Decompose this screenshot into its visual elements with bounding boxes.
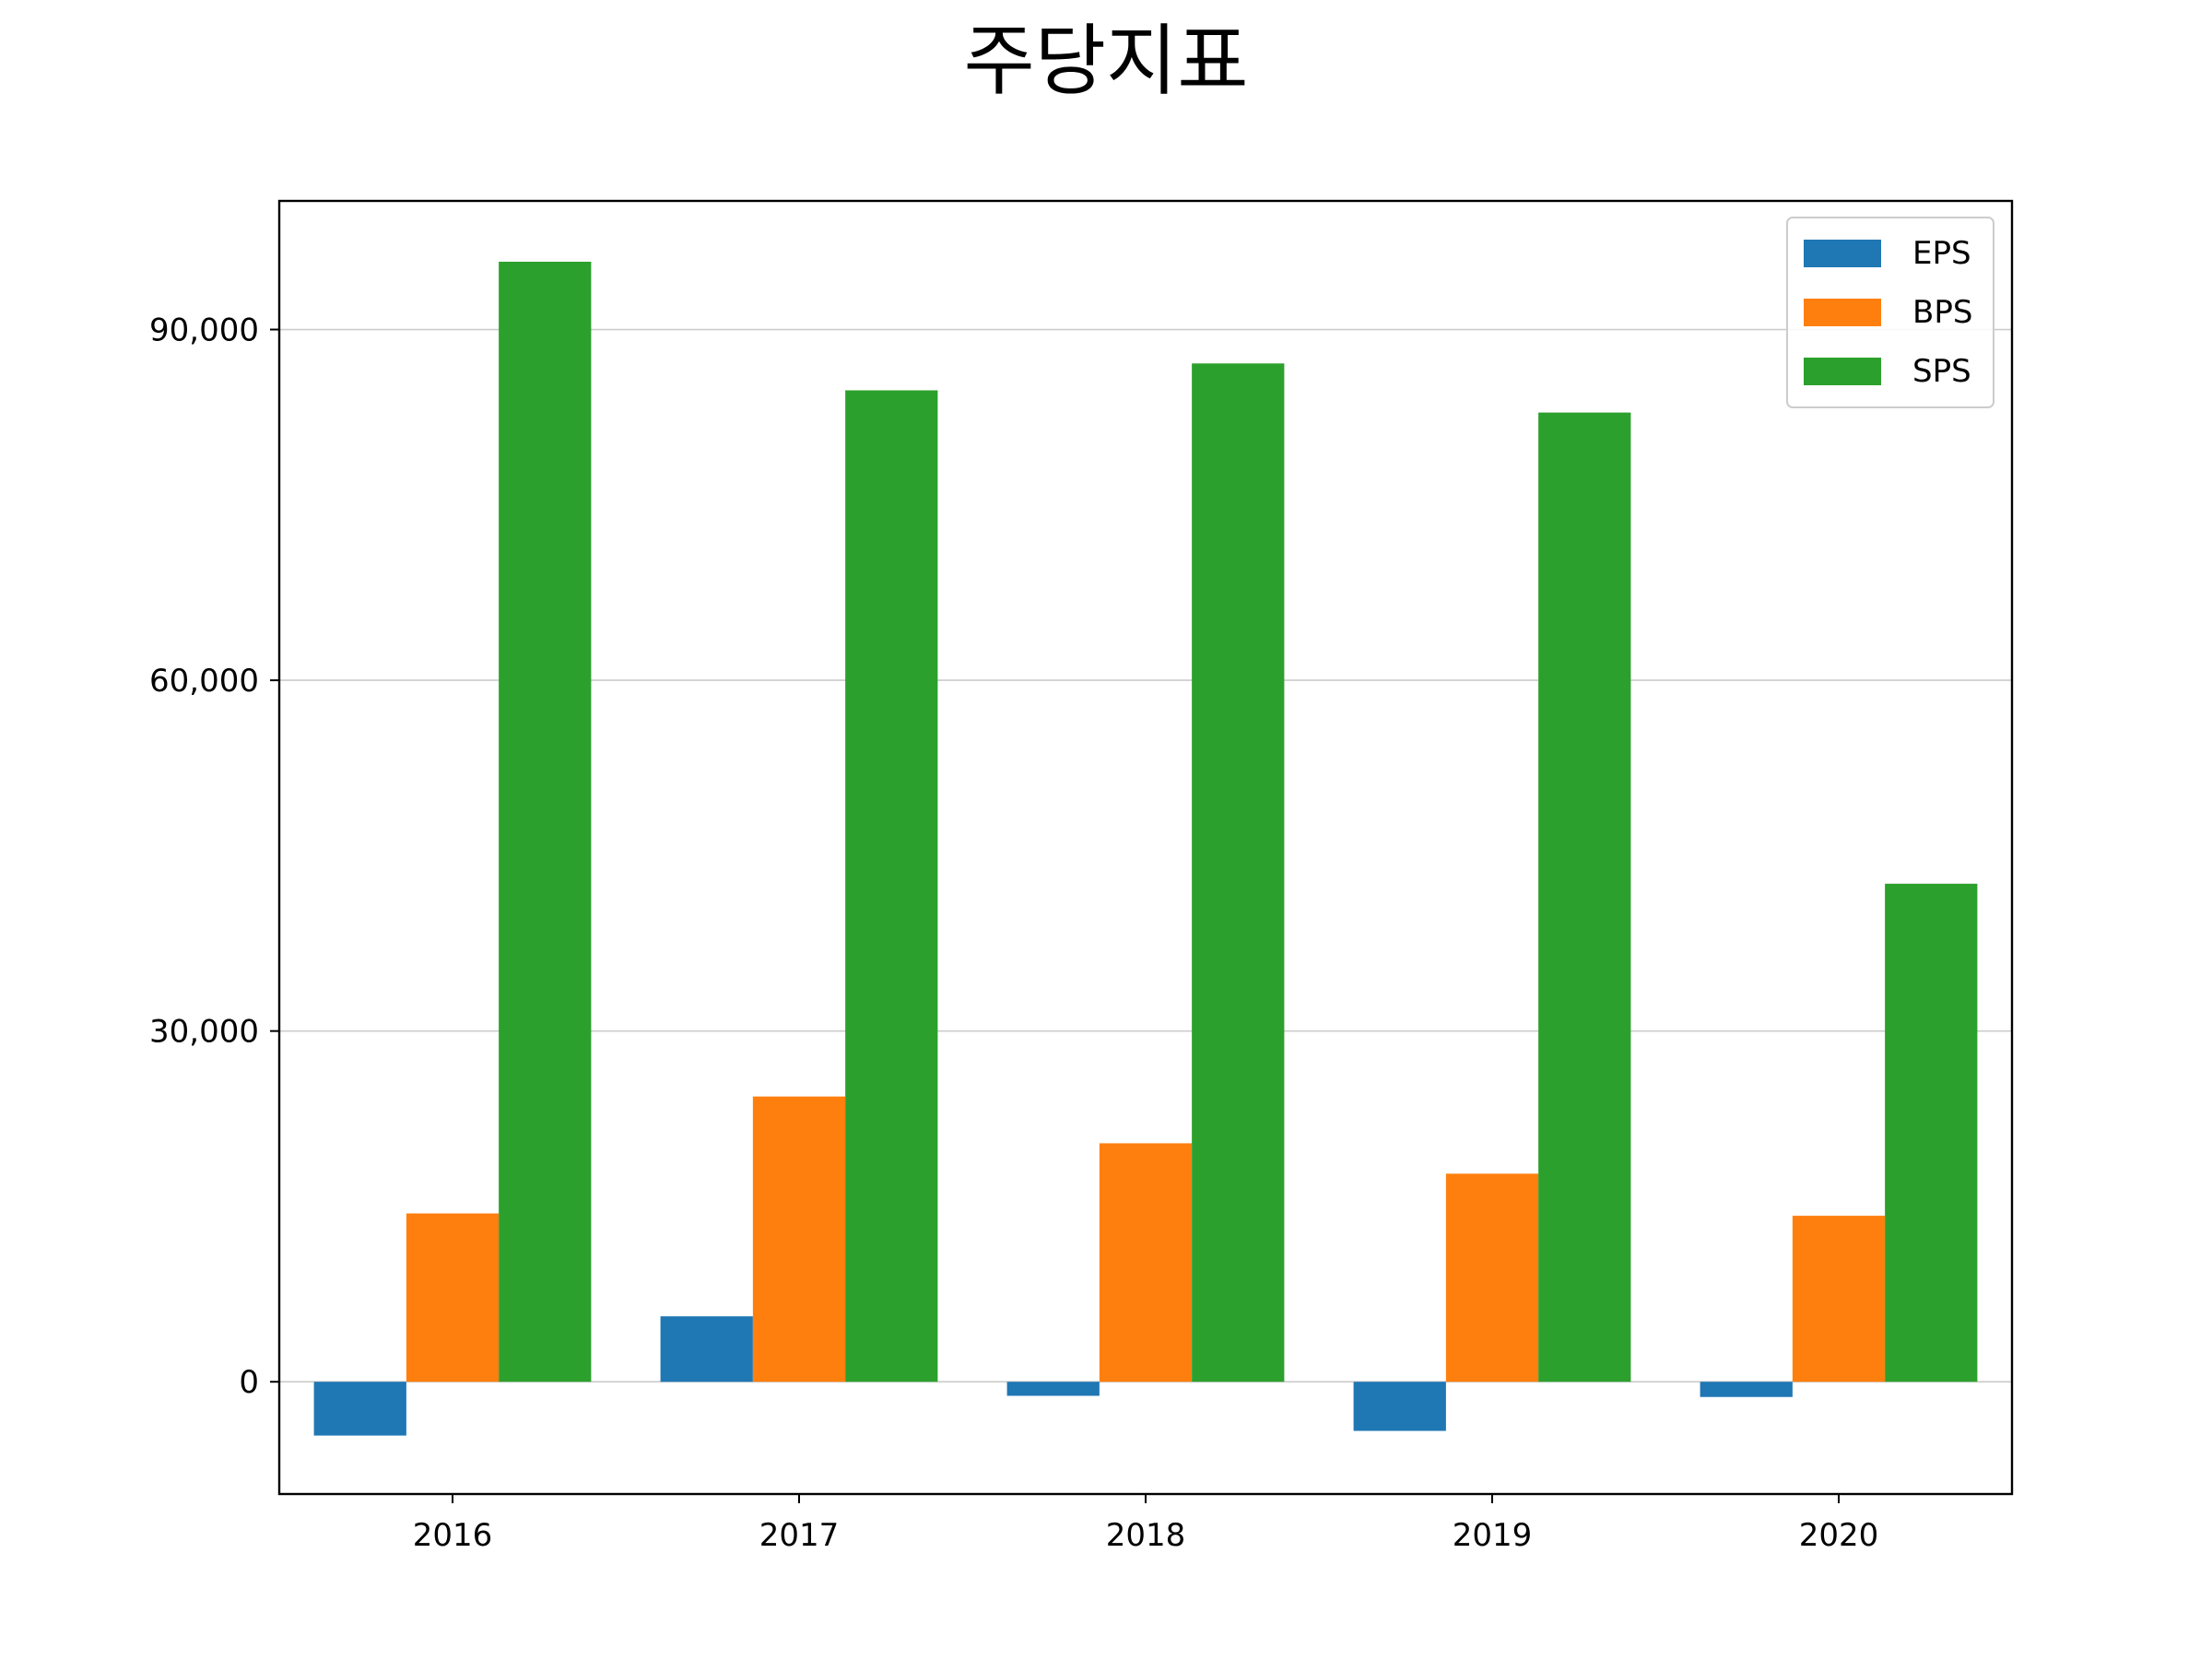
x-tick-label: 2017: [759, 1517, 840, 1554]
y-tick-label: 90,000: [149, 312, 259, 349]
bar-eps-2020: [1700, 1382, 1793, 1397]
x-axis: 2016 2017 2018 2019 2020: [413, 1494, 1879, 1554]
bar-bps-2016: [406, 1213, 500, 1382]
bar-eps-2019: [1353, 1382, 1446, 1431]
legend-swatch-sps: [1804, 358, 1881, 385]
x-tick-label: 2016: [413, 1517, 493, 1554]
legend-label-bps: BPS: [1912, 294, 1972, 331]
bar-bps-2020: [1792, 1216, 1886, 1382]
y-tick-label: 0: [239, 1364, 259, 1401]
bar-eps-2018: [1006, 1382, 1100, 1396]
x-tick-label: 2018: [1106, 1517, 1186, 1554]
legend-swatch-bps: [1804, 299, 1881, 326]
bar-sps-2016: [499, 261, 592, 1382]
legend-label-sps: SPS: [1912, 353, 1971, 390]
x-tick-label: 2020: [1799, 1517, 1879, 1554]
bar-sps-2018: [1192, 363, 1285, 1382]
y-tick-label: 60,000: [149, 663, 259, 700]
y-tick-label: 30,000: [149, 1014, 259, 1051]
x-tick-label: 2019: [1453, 1517, 1533, 1554]
bar-sps-2017: [845, 390, 938, 1382]
y-axis: 0 30,000 60,000 90,000: [149, 312, 279, 1401]
bar-eps-2016: [313, 1382, 406, 1436]
bars: [313, 261, 1978, 1436]
chart-title: 주당지표: [963, 16, 1248, 106]
bar-bps-2018: [1099, 1143, 1193, 1382]
bar-bps-2019: [1445, 1173, 1539, 1382]
bar-eps-2017: [660, 1316, 753, 1382]
bar-bps-2017: [752, 1096, 846, 1382]
bar-sps-2019: [1538, 412, 1631, 1382]
bar-sps-2020: [1885, 883, 1978, 1382]
legend-label-eps: EPS: [1912, 235, 1971, 272]
legend-swatch-eps: [1804, 240, 1881, 267]
legend: EPS BPS SPS: [1786, 217, 1994, 408]
